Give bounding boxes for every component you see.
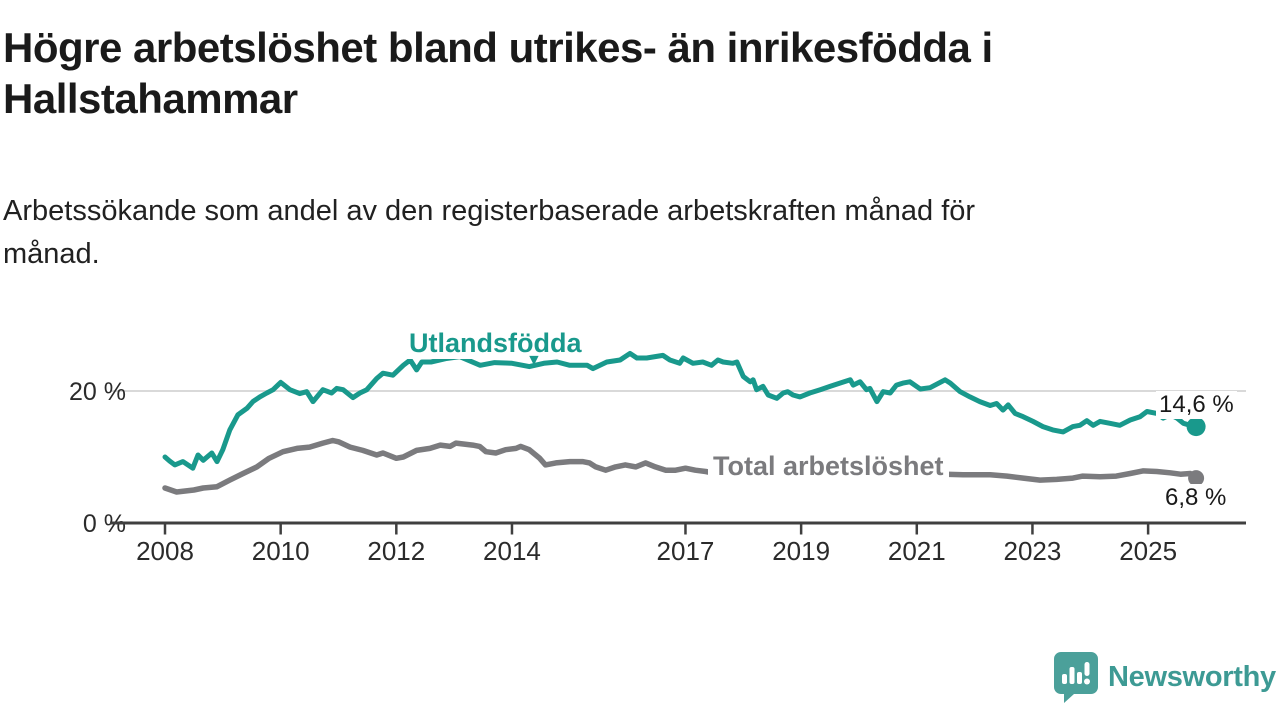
x-axis-tick-label: 2023 [1004, 536, 1062, 566]
chart-subtitle: Arbetssökande som andel av den registerb… [3, 190, 975, 276]
series-end-dot-1 [1188, 470, 1205, 487]
brand-logo: Newsworthy [1052, 651, 1276, 703]
page-title-line-2: Hallstahammar [3, 75, 298, 122]
chart-subtitle-line-2: månad. [3, 238, 100, 270]
end-value-label-total: 6,8 % [1162, 484, 1230, 512]
x-axis-tick-label: 2012 [367, 536, 425, 566]
page-title: Högre arbetslöshet bland utrikes- än inr… [3, 22, 993, 124]
series-line-0 [162, 350, 1199, 471]
y-axis-tick-label: 20 % [69, 378, 126, 406]
chart-subtitle-line-1: Arbetssökande som andel av den registerb… [3, 195, 976, 227]
series-line-1 [162, 437, 1199, 495]
brand-name: Newsworthy [1108, 660, 1276, 693]
x-axis-tick-label: 2010 [252, 536, 310, 566]
page-title-line-1: Högre arbetslöshet bland utrikes- än inr… [3, 24, 993, 71]
x-axis-tick-label: 2008 [136, 536, 194, 566]
x-axis-tick-label: 2025 [1119, 536, 1177, 566]
x-axis-tick-label: 2019 [772, 536, 830, 566]
series-label-utlandsfodda: Utlandsfödda [404, 327, 587, 359]
x-axis-tick-label: 2014 [483, 536, 541, 566]
newsworthy-logo-icon [1054, 652, 1098, 703]
x-axis-tick-label: 2021 [888, 536, 946, 566]
x-axis-tick-label: 2017 [657, 536, 715, 566]
series-end-dot-0 [1186, 417, 1206, 437]
series-pointer-down-icon: ▼ [526, 352, 542, 369]
series-label-total-arbetsloshet: Total arbetslöshet [708, 450, 949, 482]
end-value-label-utlandsfodda: 14,6 % [1156, 391, 1237, 419]
